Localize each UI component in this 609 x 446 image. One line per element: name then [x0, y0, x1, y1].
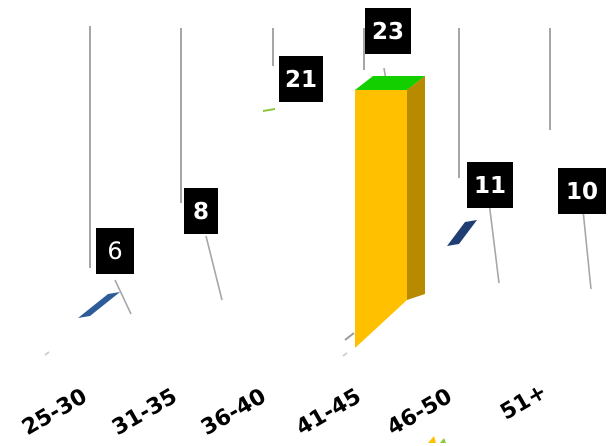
floor-mark — [344, 332, 355, 341]
data-label-36-40: 21 — [285, 67, 317, 93]
data-label-46-50: 11 — [474, 173, 506, 199]
floor-mark — [342, 352, 348, 357]
tick-label-31-35: 31-35 — [108, 384, 181, 441]
data-label-51-plus: 10 — [566, 179, 598, 205]
tick-label-36-40: 36-40 — [197, 384, 270, 441]
data-label-box-51-plus — [558, 168, 606, 214]
legend-marker — [428, 436, 436, 443]
bar-36-40 — [263, 108, 275, 112]
tick-label-41-45: 41-45 — [292, 384, 365, 441]
floor-mark — [44, 351, 50, 356]
leader-line — [582, 209, 592, 290]
data-label-41-45: 23 — [372, 19, 404, 45]
data-label-31-35: 8 — [193, 199, 209, 225]
tick-label-46-50: 46-50 — [383, 384, 456, 441]
tick-label-25-30: 25-30 — [18, 384, 91, 441]
leader-line — [114, 279, 132, 315]
data-label-box-36-40 — [279, 56, 323, 102]
data-label-box-25-30 — [96, 228, 134, 274]
bar-46-50 — [447, 220, 477, 246]
data-label-box-31-35 — [184, 188, 218, 234]
bar-41-45 — [355, 90, 407, 348]
leader-line — [488, 201, 500, 284]
bar-25-30 — [78, 292, 120, 318]
leader-line — [205, 235, 223, 301]
data-label-25-30: 6 — [107, 237, 122, 265]
legend-marker — [440, 438, 446, 443]
data-label-box-46-50 — [467, 162, 513, 208]
bar-side-41-45 — [407, 76, 425, 300]
tick-label-51-plus: 51+ — [496, 379, 551, 425]
bar-top-41-45 — [355, 76, 425, 90]
data-label-box-41-45 — [365, 8, 411, 54]
